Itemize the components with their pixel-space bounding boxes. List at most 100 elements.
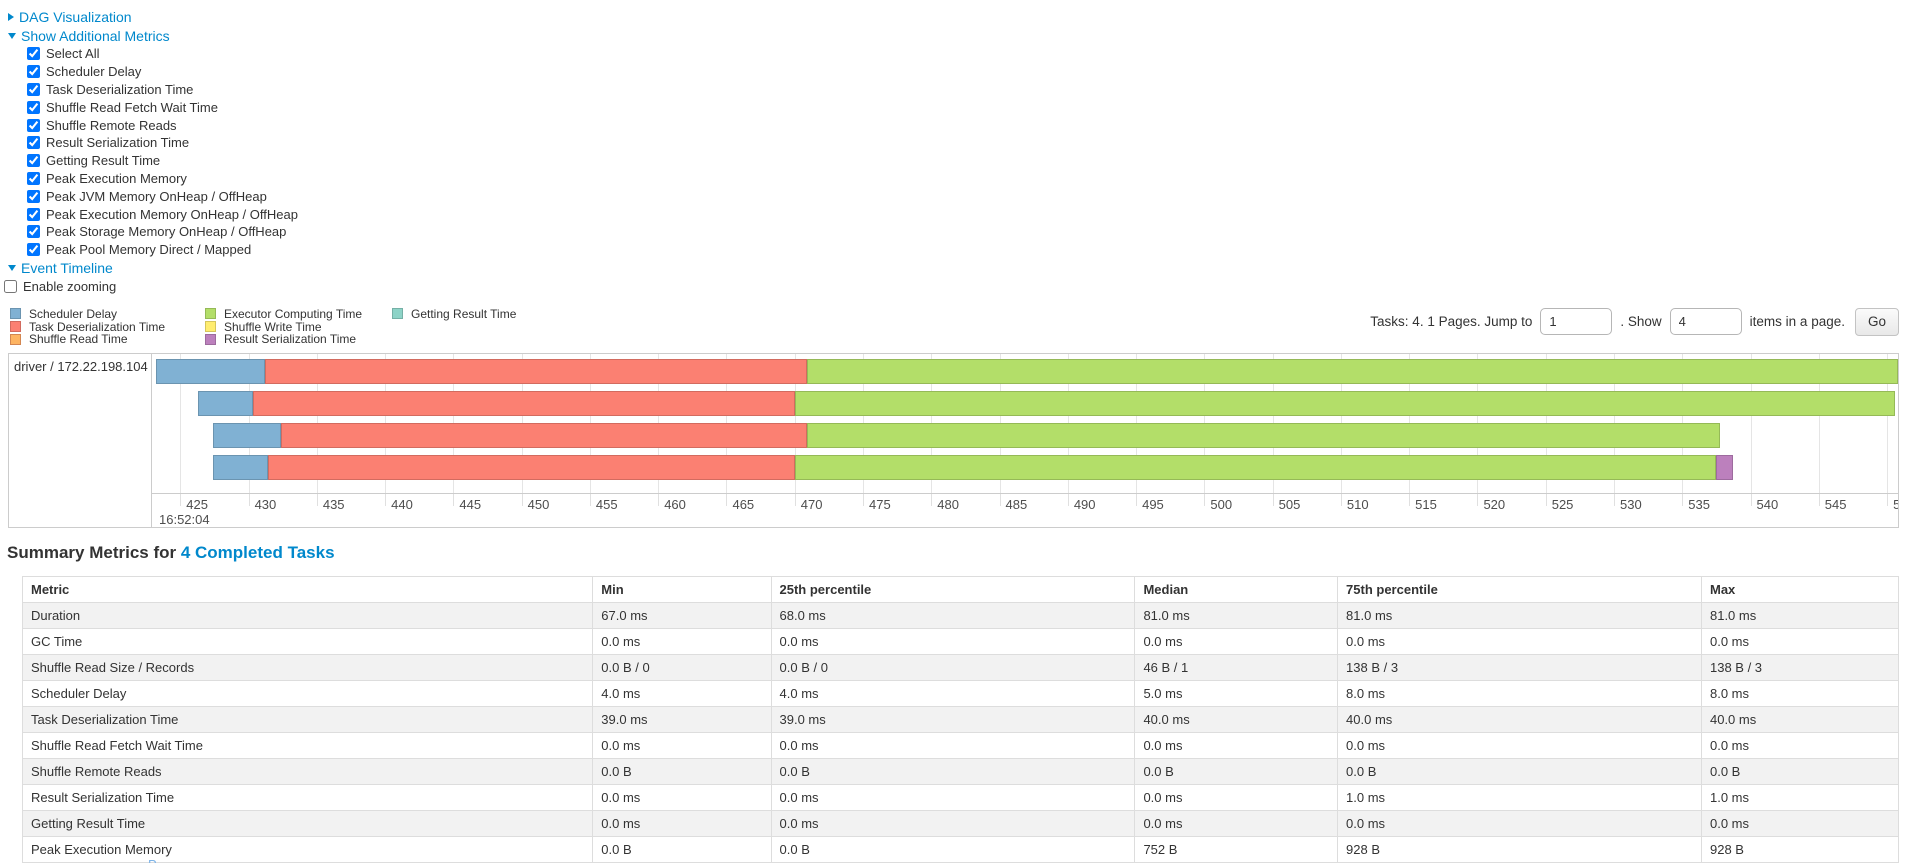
- scheduler-delay-bar[interactable]: [213, 423, 282, 448]
- dag-visualization-row: DAG Visualization: [0, 7, 1907, 26]
- metric-value-cell: 0.0 ms: [592, 628, 772, 655]
- metric-checkbox-row: Select All: [0, 45, 1907, 63]
- metric-checkbox-task-deserialization-time[interactable]: [27, 82, 40, 96]
- axis-tick-mark: [180, 494, 182, 506]
- axis-tick-mark: [1613, 494, 1615, 506]
- metric-name-cell: Result Serialization Time: [21, 784, 594, 811]
- result-serialization-bar[interactable]: [1716, 455, 1733, 480]
- axis-tick-mark: [1067, 494, 1069, 506]
- task-deserialization-bar[interactable]: [267, 455, 795, 480]
- legend-column: Scheduler Delay Task Deserialization Time…: [10, 306, 193, 347]
- metric-checkbox-shuffle-remote-reads[interactable]: [27, 118, 40, 132]
- dag-visualization-label: DAG Visualization: [19, 8, 132, 25]
- scheduler-delay-bar[interactable]: [155, 359, 265, 384]
- caret-down-icon: [8, 32, 16, 39]
- metric-checkbox-select-all[interactable]: [27, 47, 40, 61]
- task-deserialization-bar[interactable]: [264, 359, 808, 384]
- metric-value-cell: 0.0 ms: [1337, 628, 1702, 655]
- legend-column: Executor Computing Time Shuffle Write Tim…: [205, 307, 380, 346]
- getting-result-swatch: [392, 308, 403, 320]
- summary-row-peak-execution-memory: Peak Execution Memory 0.0 B 0.0 B 752 B 928 …: [21, 836, 1900, 863]
- metric-checkbox-peak-pool-memory-direct-mapped[interactable]: [27, 243, 40, 257]
- executor-computing-bar[interactable]: [794, 391, 1896, 416]
- show-additional-metrics-toggle[interactable]: Show Additional Metrics: [8, 28, 170, 44]
- scheduler-delay-bar[interactable]: [198, 391, 253, 416]
- executor-computing-bar[interactable]: [794, 455, 1717, 480]
- metric-value-cell: 68.0 ms: [770, 602, 1136, 629]
- metric-checkbox-label: Scheduler Delay: [46, 64, 142, 80]
- completed-tasks-link[interactable]: 4 Completed Tasks: [180, 543, 335, 562]
- legend-label: Scheduler Delay: [29, 306, 118, 321]
- dag-visualization-toggle[interactable]: DAG Visualization: [8, 9, 132, 25]
- metric-checkbox-list: Select All Scheduler Delay Task Deserializ…: [0, 45, 1907, 259]
- metric-value-cell: 0.0 B: [1134, 758, 1339, 785]
- items-per-page-input[interactable]: [1669, 308, 1742, 336]
- task-pagination: Tasks: 4. 1 Pages. Jump to . Show items …: [1370, 307, 1899, 336]
- go-button[interactable]: Go: [1854, 307, 1899, 336]
- metric-checkbox-label: Shuffle Read Fetch Wait Time: [46, 99, 218, 115]
- legend-label: Shuffle Read Time: [29, 332, 128, 347]
- jump-to-page-input[interactable]: [1540, 308, 1613, 336]
- metric-checkbox-scheduler-delay[interactable]: [27, 65, 40, 79]
- task-deserialization-bar[interactable]: [281, 423, 808, 448]
- axis-tick-label: 440: [391, 497, 413, 512]
- timeline-legend: Scheduler Delay Task Deserialization Time…: [10, 306, 528, 347]
- metric-checkbox-peak-jvm-memory-onheap-offheap[interactable]: [27, 189, 40, 203]
- metric-checkbox-shuffle-read-fetch-wait-time[interactable]: [27, 100, 40, 114]
- axis-tick-label: 550: [1893, 497, 1898, 512]
- axis-tick-label: 485: [1005, 497, 1028, 512]
- metric-checkbox-peak-execution-memory-onheap-offheap[interactable]: [27, 207, 40, 221]
- metric-value-cell: 0.0 ms: [770, 784, 1136, 811]
- pagination-summary-text: Tasks: 4. 1 Pages. Jump to: [1370, 314, 1533, 330]
- axis-tick-mark: [1340, 494, 1342, 506]
- executor-computing-bar[interactable]: [807, 359, 1898, 384]
- legend-item-getting-result-time: Getting Result Time: [392, 306, 517, 321]
- axis-tick-mark: [1136, 494, 1138, 506]
- metric-value-cell: 0.0 B: [592, 836, 772, 863]
- metric-checkbox-peak-execution-memory[interactable]: [27, 171, 40, 185]
- scheduler-delay-bar[interactable]: [213, 455, 268, 480]
- legend-label: Getting Result Time: [411, 306, 517, 321]
- metric-value-cell: 81.0 ms: [1337, 602, 1702, 629]
- metric-name-cell: Duration: [21, 602, 594, 629]
- axis-tick-label: 460: [664, 497, 686, 512]
- metric-checkbox-label: Getting Result Time: [46, 153, 161, 169]
- caret-right-icon: [8, 12, 14, 21]
- result-serialization-swatch: [205, 333, 216, 345]
- timeline-plot-area[interactable]: [153, 354, 1898, 493]
- metric-checkbox-row: Shuffle Read Fetch Wait Time: [0, 98, 1907, 116]
- task-deserialization-bar[interactable]: [252, 391, 795, 416]
- metric-checkbox-getting-result-time[interactable]: [27, 154, 40, 168]
- metric-checkbox-row: Shuffle Remote Reads: [0, 116, 1907, 134]
- metric-value-cell: 0.0 B: [770, 836, 1136, 863]
- timeline-gridline: [180, 354, 182, 493]
- axis-tick-mark: [1272, 494, 1274, 506]
- metric-value-cell: 0.0 ms: [770, 732, 1136, 759]
- summary-row-shuffle-read-size-records: Shuffle Read Size / Records 0.0 B / 0 0.0 …: [21, 654, 1900, 681]
- axis-tick-label: 435: [322, 497, 345, 512]
- metric-checkbox-row: Scheduler Delay: [0, 63, 1907, 81]
- metric-value-cell: 81.0 ms: [1134, 602, 1339, 629]
- metric-value-cell: 0.0 B / 0: [592, 654, 772, 681]
- event-timeline-toggle[interactable]: Event Timeline: [8, 260, 113, 276]
- pagination-items-text: items in a page.: [1749, 314, 1845, 330]
- axis-tick-mark: [931, 494, 933, 506]
- metric-value-cell: 0.0 ms: [1134, 784, 1339, 811]
- scheduler-delay-swatch: [10, 308, 21, 320]
- executor-computing-bar[interactable]: [807, 423, 1721, 448]
- enable-zooming-checkbox[interactable]: [4, 279, 17, 293]
- metric-checkbox-row: Peak Storage Memory OnHeap / OffHeap: [0, 223, 1907, 241]
- summary-header-min: Min: [592, 576, 772, 603]
- metric-value-cell: 0.0 ms: [592, 810, 772, 837]
- axis-tick-mark: [589, 494, 591, 506]
- metric-checkbox-result-serialization-time[interactable]: [27, 136, 40, 150]
- axis-tick-mark: [248, 494, 250, 506]
- metric-checkbox-peak-storage-memory-onheap-offheap[interactable]: [27, 225, 40, 239]
- axis-tick-mark: [521, 494, 523, 506]
- axis-tick-mark: [1750, 494, 1752, 506]
- summary-metrics-heading: Summary Metrics for 4 Completed Tasks: [7, 543, 335, 563]
- metric-value-cell: 0.0 B: [1700, 758, 1900, 785]
- axis-tick-mark: [726, 494, 728, 506]
- metric-value-cell: 0.0 ms: [770, 628, 1136, 655]
